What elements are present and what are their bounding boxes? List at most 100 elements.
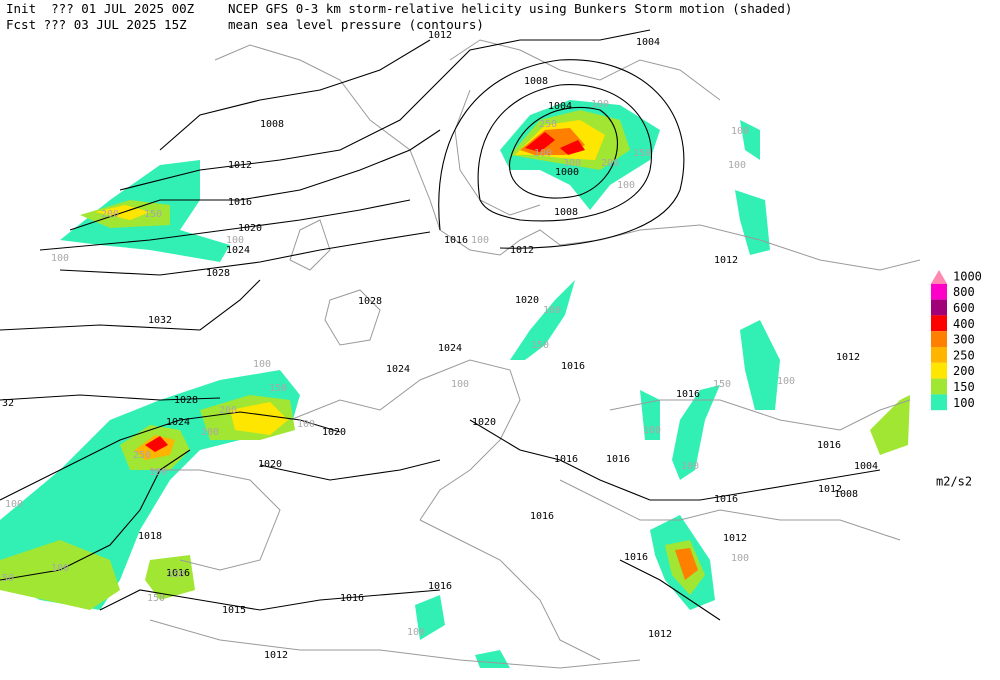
isobar-label: 1016 (817, 440, 841, 451)
helicity-label: 100 (149, 467, 167, 478)
isobar-label: 1016 (340, 593, 364, 604)
legend-label: 1000 (953, 269, 982, 283)
isobar-label: 1016 (166, 568, 190, 579)
map-subtitle: mean sea level pressure (contours) (228, 17, 484, 32)
helicity-label: 100 (728, 160, 746, 171)
isobar-label: 32 (2, 398, 14, 409)
helicity-label: 100 (681, 461, 699, 472)
isobars (0, 29, 881, 621)
isobar-label: 1016 (676, 389, 700, 400)
isobar-label: 1028 (174, 395, 198, 406)
helicity-label: 150 (147, 593, 165, 604)
helicity-shading (0, 100, 910, 668)
isobar-label: 1024 (166, 417, 190, 428)
legend-swatch (931, 362, 947, 379)
isobar-label: 1020 (258, 459, 282, 470)
isobar-label: 1004 (548, 101, 572, 112)
legend-label: 200 (953, 364, 975, 378)
isobar-label: 1012 (648, 629, 672, 640)
helicity-label: 100 (777, 376, 795, 387)
isobar-label: 1008 (554, 207, 578, 218)
helicity-label: 100 (543, 305, 561, 316)
helicity-label: 250 (539, 119, 557, 130)
helicity-label: 200 (201, 427, 219, 438)
helicity-label: 100 (297, 419, 315, 430)
helicity-label: 200 (219, 405, 237, 416)
isobar-labels: 1012 1004 1008 1004 1008 1012 1016 1020 … (2, 30, 878, 661)
isobar-label: 1000 (555, 167, 579, 178)
legend-label: 400 (953, 317, 975, 331)
legend-label: 300 (953, 333, 975, 347)
legend-label: 800 (953, 285, 975, 299)
isobar-label: 1008 (524, 76, 548, 87)
isobar-label: 1008 (260, 119, 284, 130)
helicity-label: 150 (269, 383, 287, 394)
legend-swatch (931, 283, 947, 300)
isobar-label: 1024 (226, 245, 250, 256)
legend-swatch (931, 299, 947, 316)
legend-swatch (931, 347, 947, 363)
isobar-label: 1012 (818, 484, 842, 495)
isobar-label: 1018 (138, 531, 162, 542)
isobar-label: 1004 (636, 37, 660, 48)
legend-swatch (931, 394, 947, 411)
legend-label: 150 (953, 380, 975, 394)
legend-unit: m2/s2 (936, 475, 972, 489)
isobar-label: 1016 (561, 361, 585, 372)
legend-label: 250 (953, 348, 975, 362)
isobar-label: 1012 (714, 255, 738, 266)
helicity-label: 200 (601, 158, 619, 169)
helicity-label: 100 (731, 126, 749, 137)
helicity-label: 100 (407, 627, 425, 638)
helicity-label: 100 (5, 499, 23, 510)
helicity-label: 100 (51, 253, 69, 264)
legend-swatch (931, 331, 947, 347)
legend-label: 100 (953, 396, 975, 410)
helicity-label: 300 (563, 158, 581, 169)
isobar-label: 1012 (428, 30, 452, 41)
isobar-label: 1012 (264, 650, 288, 661)
legend-swatch (931, 378, 947, 395)
isobar-label: 1016 (444, 235, 468, 246)
isobar-label: 1024 (386, 364, 410, 375)
isobar-label: 1020 (322, 427, 346, 438)
isobar-label: 1028 (358, 296, 382, 307)
isobar-label: 1016 (228, 197, 252, 208)
isobar-label: 1020 (238, 223, 262, 234)
helicity-label: 100 (253, 359, 271, 370)
isobar-label: 1008 (834, 489, 858, 500)
legend-swatch (931, 270, 947, 284)
init-time: Init ??? 01 JUL 2025 00Z (6, 1, 195, 16)
isobar-label: 1016 (554, 454, 578, 465)
helicity-label: 100 (451, 379, 469, 390)
helicity-label: 150 (167, 569, 185, 580)
helicity-label: 50 (2, 573, 14, 584)
helicity-label: 100 (591, 99, 609, 110)
helicity-label: 100 (226, 235, 244, 246)
isobar-label: 1016 (428, 581, 452, 592)
isobar-label: 1012 (836, 352, 860, 363)
map-title: NCEP GFS 0-3 km storm-relative helicity … (228, 1, 792, 16)
legend-swatch (931, 315, 947, 332)
coastlines (149, 39, 921, 669)
isobar-label: 1016 (714, 494, 738, 505)
isobar-label: 1016 (624, 552, 648, 563)
helicity-label: 100 (643, 425, 661, 436)
isobar-label: 1020 (515, 295, 539, 306)
helicity-label: 100 (51, 563, 69, 574)
helicity-label: 200 (101, 209, 119, 220)
helicity-label: 100 (471, 235, 489, 246)
helicity-label: 100 (617, 180, 635, 191)
isobar-label: 1012 (228, 160, 252, 171)
isobar-label: 1032 (148, 315, 172, 326)
helicity-label: 100 (534, 148, 552, 159)
isobar-label: 1016 (530, 511, 554, 522)
isobar-label: 1015 (222, 605, 246, 616)
isobar-label: 1004 (854, 461, 878, 472)
helicity-label: 100 (731, 553, 749, 564)
helicity-label: 150 (531, 340, 549, 351)
helicity-label: 150 (144, 209, 162, 220)
isobar-label: 1012 (723, 533, 747, 544)
